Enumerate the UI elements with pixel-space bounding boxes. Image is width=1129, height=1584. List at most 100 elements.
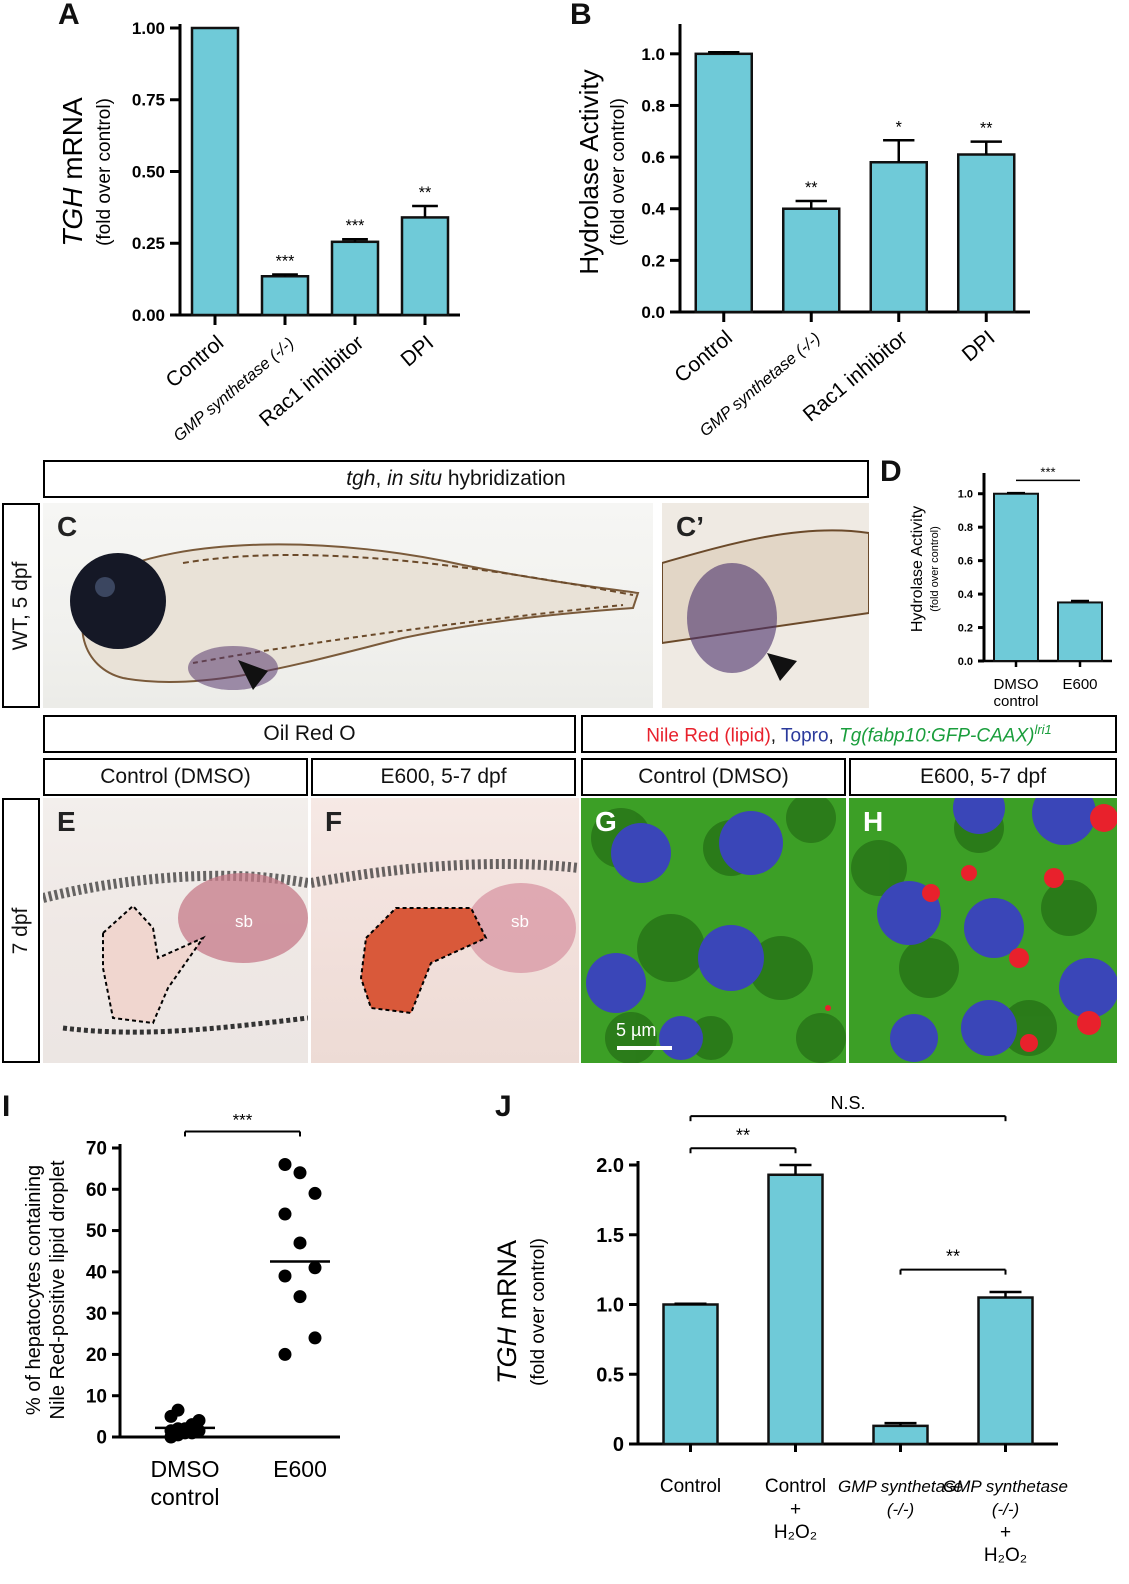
y-tick-label: 0.0 xyxy=(958,656,973,668)
wt-5dpf-label: WT, 5 dpf xyxy=(2,503,40,708)
x-tick-label: control xyxy=(993,693,1038,710)
x-tick-label: + xyxy=(1000,1522,1011,1543)
significance-label: *** xyxy=(276,253,296,271)
condition-header-e: Control (DMSO) xyxy=(43,758,308,796)
y-axis-title-line1: % of hepatocytes containing xyxy=(23,1165,45,1415)
y-tick-label: 0.6 xyxy=(641,148,665,167)
photo-h-confocal-e600: H xyxy=(849,798,1117,1063)
y-tick-label: 0.6 xyxy=(958,555,973,567)
x-tick-label: Control xyxy=(765,1476,826,1497)
data-point xyxy=(293,1236,307,1250)
photo-e-oil-red-control: E sb xyxy=(43,798,308,1063)
x-tick-label: control xyxy=(150,1484,219,1510)
x-tick-label: GMP synthetase xyxy=(838,1477,963,1496)
y-tick-label: 0.8 xyxy=(641,96,665,115)
photo-letter-c: C xyxy=(57,511,78,542)
significance-label: *** xyxy=(233,1110,253,1129)
y-axis-subtitle: (fold over control) xyxy=(94,98,115,246)
x-tick-label: Control xyxy=(660,1476,721,1497)
y-tick-label: 70 xyxy=(86,1139,107,1160)
y-tick-label: 1.5 xyxy=(596,1225,624,1247)
y-axis-subtitle: (fold over control) xyxy=(528,1238,549,1386)
data-point xyxy=(308,1331,322,1345)
y-tick-label: 0.8 xyxy=(958,522,973,534)
x-tick-label: DMSO xyxy=(994,676,1039,693)
photo-f-drawing xyxy=(311,858,579,1015)
y-tick-label: 0.5 xyxy=(596,1364,624,1386)
y-axis-title: TGH mRNA xyxy=(57,97,88,247)
ish-header: tgh, in situ hybridization xyxy=(43,460,869,498)
y-tick-label: 0.4 xyxy=(641,200,665,219)
condition-header-h: E600, 5-7 dpf xyxy=(849,758,1117,796)
y-axis-title-line2: Nile Red-positive lipid droplet xyxy=(47,1160,69,1419)
bar xyxy=(662,1303,719,1446)
y-tick-label: 0 xyxy=(96,1428,107,1449)
bar xyxy=(190,26,240,317)
significance-label: ** xyxy=(946,1247,960,1267)
y-tick-label: 0.50 xyxy=(132,162,165,181)
y-axis-title: Hydrolase Activity xyxy=(909,506,926,632)
x-tick-label: Control xyxy=(162,331,229,392)
dpf7-label: 7 dpf xyxy=(2,798,40,1063)
x-tick-label: DMSO xyxy=(151,1456,220,1482)
data-point xyxy=(293,1290,307,1304)
larva-drawing xyxy=(70,543,640,690)
y-tick-label: 0.0 xyxy=(641,303,665,322)
bar xyxy=(957,153,1016,314)
x-tick-label: (-/-) xyxy=(992,1500,1019,1519)
bar xyxy=(330,240,380,317)
y-tick-label: 1.0 xyxy=(641,45,665,64)
swim-bladder-label-e: sb xyxy=(235,912,253,931)
bar xyxy=(977,1296,1034,1446)
panel-letter-i: I xyxy=(2,1090,11,1123)
photo-e-drawing xyxy=(43,870,308,1035)
x-tick-label: (-/-) xyxy=(887,1500,914,1519)
photo-letter-f: F xyxy=(325,806,343,837)
data-point xyxy=(278,1347,292,1361)
significance-label: ** xyxy=(805,179,818,197)
x-tick-label: DPI xyxy=(397,331,439,371)
bar xyxy=(993,492,1039,662)
x-tick-label: DPI xyxy=(958,326,1000,366)
photo-h-drawing xyxy=(849,798,1117,1063)
significance-label: ** xyxy=(419,184,432,202)
data-point xyxy=(192,1413,206,1427)
x-tick-label: H₂O₂ xyxy=(774,1522,817,1543)
photo-g-confocal-control: G 5 µm xyxy=(581,798,846,1063)
y-tick-label: 0.2 xyxy=(641,251,665,270)
y-axis-title: TGH mRNA xyxy=(492,1240,522,1384)
oil-red-o-header: Oil Red O xyxy=(43,715,576,753)
y-tick-label: 1.0 xyxy=(958,489,973,501)
photo-letter-e: E xyxy=(57,806,76,837)
x-tick-label: GMP synthetase xyxy=(943,1477,1068,1496)
y-tick-label: 10 xyxy=(86,1386,107,1407)
data-point xyxy=(171,1403,185,1417)
significance-label: *** xyxy=(1040,464,1055,479)
data-point xyxy=(278,1207,292,1221)
y-tick-label: 1.0 xyxy=(596,1295,624,1317)
bar xyxy=(400,216,450,317)
data-point xyxy=(278,1158,292,1172)
y-tick-label: 60 xyxy=(86,1180,107,1201)
scale-bar-line xyxy=(617,1046,672,1050)
swim-bladder-label-f: sb xyxy=(511,912,529,931)
condition-header-f: E600, 5-7 dpf xyxy=(311,758,576,796)
bar xyxy=(767,1173,824,1446)
bar xyxy=(694,52,753,314)
y-tick-label: 0.4 xyxy=(958,589,974,601)
significance-label: *** xyxy=(346,217,366,235)
x-tick-label: + xyxy=(790,1499,801,1520)
bar xyxy=(872,1424,929,1446)
significance-label: * xyxy=(896,118,903,136)
panel-letter-b: B xyxy=(570,0,592,31)
y-tick-label: 0.75 xyxy=(132,91,165,110)
bar xyxy=(1057,601,1103,662)
photo-c-prime-zoom: C’ xyxy=(662,503,869,708)
y-tick-label: 20 xyxy=(86,1345,107,1366)
photo-g-drawing xyxy=(581,798,846,1063)
y-tick-label: 2.0 xyxy=(596,1155,624,1177)
photo-letter-c-prime: C’ xyxy=(676,511,704,542)
